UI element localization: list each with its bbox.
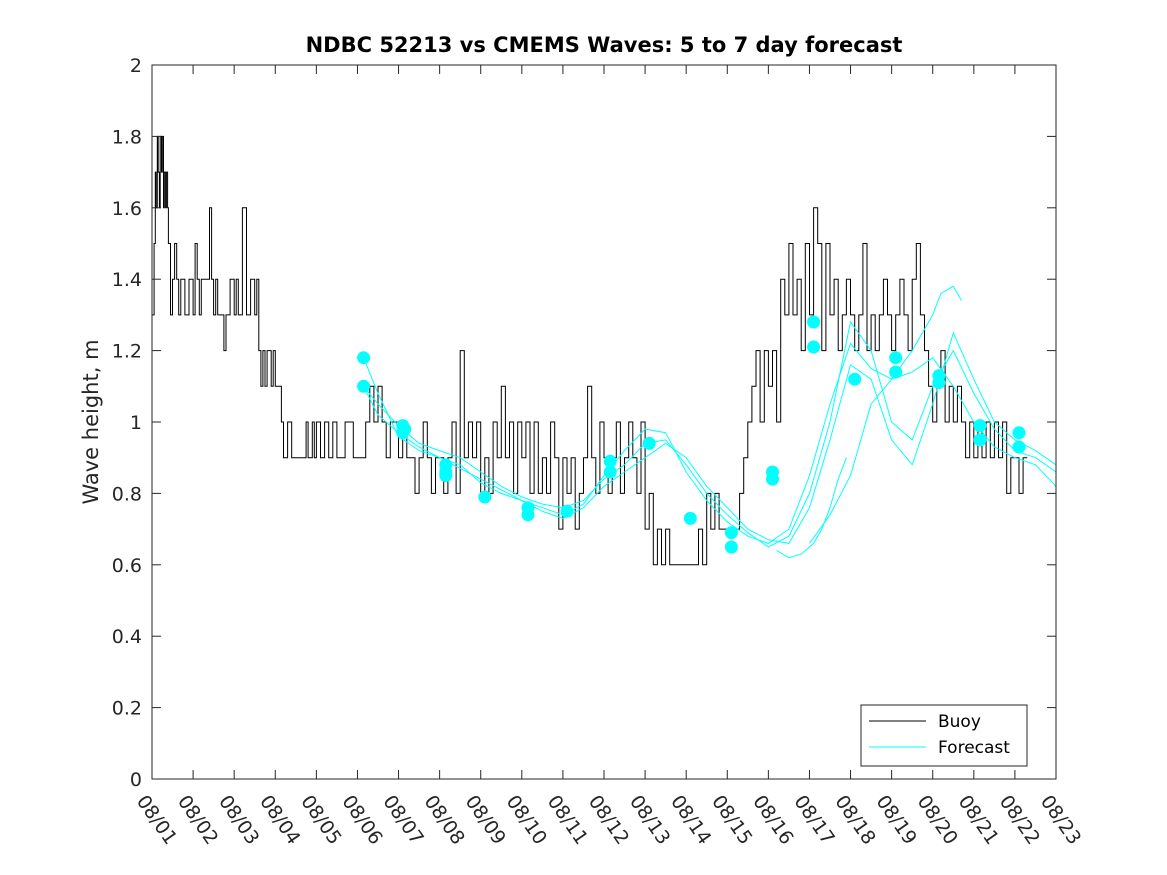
forecast-point [889, 351, 903, 365]
forecast-point [398, 422, 412, 436]
forecast-point [439, 469, 453, 483]
forecast-point [642, 436, 656, 450]
forecast-series-line-1 [363, 342, 1057, 544]
y-tick-label: 1.2 [112, 341, 142, 363]
forecast-point [724, 526, 738, 540]
forecast-point [478, 490, 492, 504]
forecast-point [560, 504, 574, 518]
forecast-point [603, 465, 617, 479]
forecast-point [889, 365, 903, 379]
forecast-point [807, 315, 821, 329]
plot-layer [152, 135, 1057, 566]
legend: Buoy Forecast [860, 704, 1028, 767]
forecast-point [1012, 440, 1026, 454]
forecast-series-line-5 [776, 457, 847, 559]
y-tick-label: 1.4 [112, 269, 142, 291]
forecast-series-line-4 [809, 285, 962, 544]
y-tick-label: 1.8 [112, 126, 142, 148]
y-axis-label: Wave height, m [79, 339, 103, 504]
forecast-point [1012, 426, 1026, 440]
legend-box [860, 704, 1028, 767]
y-tick-label: 0.6 [112, 555, 142, 577]
forecast-point [521, 508, 535, 522]
forecast-point [683, 511, 697, 525]
y-tick-label: 0.2 [112, 698, 142, 720]
legend-buoy-label: Buoy [938, 712, 981, 732]
y-tick-label: 0 [130, 769, 142, 791]
buoy-series-line [152, 135, 1028, 566]
y-tick-label: 0.8 [112, 483, 142, 505]
forecast-point [932, 376, 946, 390]
forecast-point [357, 351, 371, 365]
y-tick-label: 1 [130, 412, 142, 434]
y-tick-label: 2 [130, 55, 142, 77]
forecast-point [603, 454, 617, 468]
forecast-point [848, 372, 862, 386]
forecast-point [807, 340, 821, 354]
y-tick-label: 0.4 [112, 626, 142, 648]
forecast-point [766, 472, 779, 486]
chart-title: NDBC 52213 vs CMEMS Waves: 5 to 7 day fo… [306, 33, 903, 57]
forecast-point [973, 419, 987, 433]
legend-forecast-label: Forecast [938, 738, 1010, 758]
forecast-point [357, 379, 371, 393]
y-tick-label: 1.6 [112, 198, 142, 220]
forecast-point [973, 433, 987, 447]
forecast-point [724, 540, 738, 554]
